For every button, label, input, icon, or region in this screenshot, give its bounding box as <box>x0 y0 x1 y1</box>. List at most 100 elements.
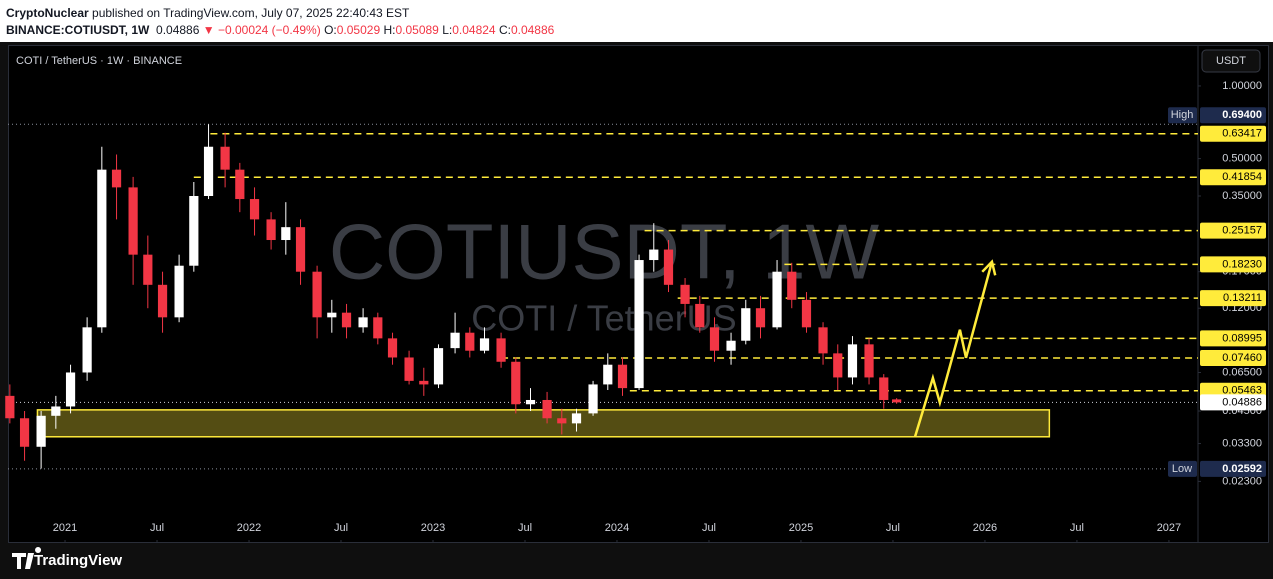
candle-body <box>557 418 567 424</box>
ohlc-key: O: <box>324 23 337 37</box>
currency[interactable]: USDT <box>1216 55 1246 67</box>
ohlc-key: C: <box>498 23 511 37</box>
high-label: 0.69400 <box>1222 109 1262 121</box>
level-label: 0.13211 <box>1223 292 1262 304</box>
low-name-box <box>1168 460 1197 477</box>
candle-body <box>65 372 76 407</box>
candle-body <box>82 327 92 373</box>
candle-body <box>755 308 766 328</box>
candle-body <box>358 317 368 328</box>
candle-body <box>465 332 475 351</box>
candle-body <box>5 395 15 419</box>
candle-body <box>404 357 414 381</box>
last-label: 0.04886 <box>1222 396 1262 408</box>
level-label-box <box>1200 350 1266 367</box>
x-tick-label: 2023 <box>421 522 445 534</box>
candle-body <box>772 271 782 328</box>
published: published on TradingView.com, July 07, 2… <box>92 6 410 20</box>
candle-body <box>571 413 582 424</box>
brand: TradingView <box>34 552 122 569</box>
candle-body <box>741 308 751 341</box>
high-label-box <box>1200 107 1266 124</box>
level-label: 0.07460 <box>1222 352 1262 364</box>
level-label-box <box>1200 330 1266 347</box>
candle-body <box>203 146 214 197</box>
candle-body <box>818 327 828 354</box>
x-tick-label: 2024 <box>605 522 629 534</box>
candle-body <box>51 406 61 416</box>
candle-body <box>542 399 552 419</box>
price: 0.04886 <box>156 23 200 37</box>
candle-body <box>281 227 291 241</box>
level-label: 0.05463 <box>1222 385 1262 397</box>
x-tick-label: Jul <box>150 522 164 534</box>
ohlc-key: H: <box>383 23 396 37</box>
candle-body <box>833 353 843 378</box>
candle-body <box>128 187 138 255</box>
candle-body <box>36 415 46 447</box>
candle-body <box>709 327 720 351</box>
projection <box>913 261 994 438</box>
y-tick-label: 0.35000 <box>1222 190 1262 202</box>
candle-body <box>680 284 690 304</box>
candle-body <box>801 299 812 328</box>
high-name: High <box>1171 109 1194 121</box>
candle-body <box>892 399 902 403</box>
candle-body <box>847 344 858 378</box>
candle-body <box>496 338 506 362</box>
y-tick-label: 0.50000 <box>1222 153 1262 165</box>
candle-body <box>266 219 276 241</box>
x-tick-label: Jul <box>1070 522 1084 534</box>
header-line: CryptoNuclear published on TradingView.c… <box>6 5 1267 22</box>
candle-body <box>341 312 352 328</box>
candle-body <box>525 399 536 405</box>
chart-title: COTI / TetherUS · 1W · BINANCE <box>16 55 182 67</box>
candle-body <box>387 338 398 358</box>
x-tick-label: 2027 <box>1157 522 1181 534</box>
ohlc-value: 0.04886 <box>510 23 555 37</box>
candle-body <box>695 303 705 328</box>
candle-body <box>249 199 260 220</box>
candle-body <box>663 249 674 285</box>
candle-body <box>235 169 245 200</box>
candle-body <box>479 338 490 351</box>
ohlc-key: L: <box>442 23 453 37</box>
candle-body <box>634 260 644 389</box>
candle-body <box>97 169 107 328</box>
candle-body <box>19 418 30 447</box>
low-name: Low <box>1172 463 1192 475</box>
header: CryptoNuclear published on TradingView.c… <box>0 0 1273 42</box>
watermark-sub: COTI / TetherUS <box>471 298 736 339</box>
candle-body <box>111 169 122 188</box>
candle-body <box>511 361 521 405</box>
watermark: COTIUSDT, 1W <box>329 208 880 296</box>
y-tick-label: 0.02300 <box>1222 475 1262 487</box>
level-label: 0.08995 <box>1222 332 1262 344</box>
candle-body <box>433 348 444 385</box>
candle-body <box>864 344 874 378</box>
candle-body <box>220 146 230 170</box>
level-label-box <box>1200 290 1266 307</box>
level-label: 0.63417 <box>1222 128 1262 140</box>
y-tick-label: 0.06500 <box>1222 366 1262 378</box>
candle-body <box>787 271 797 300</box>
ohlc-value: 0.05029 <box>336 23 381 37</box>
candle-body <box>588 384 598 414</box>
candle-body <box>174 265 184 318</box>
level-label-box <box>1200 125 1266 142</box>
x-tick-label: Jul <box>702 522 716 534</box>
level-label: 0.25157 <box>1222 225 1262 237</box>
candle-body <box>879 377 889 400</box>
candle-body <box>189 196 199 266</box>
low-label: 0.02592 <box>1222 463 1262 475</box>
x-tick-label: Jul <box>518 522 532 534</box>
x-tick-label: Jul <box>886 522 900 534</box>
currency-button[interactable] <box>1201 49 1261 73</box>
author: CryptoNuclear <box>6 6 89 20</box>
candle-body <box>617 364 628 389</box>
x-tick-label: 2025 <box>789 522 813 534</box>
level-label: 0.18230 <box>1222 258 1262 270</box>
level-label-box <box>1200 256 1266 273</box>
low-label-box <box>1200 460 1266 477</box>
